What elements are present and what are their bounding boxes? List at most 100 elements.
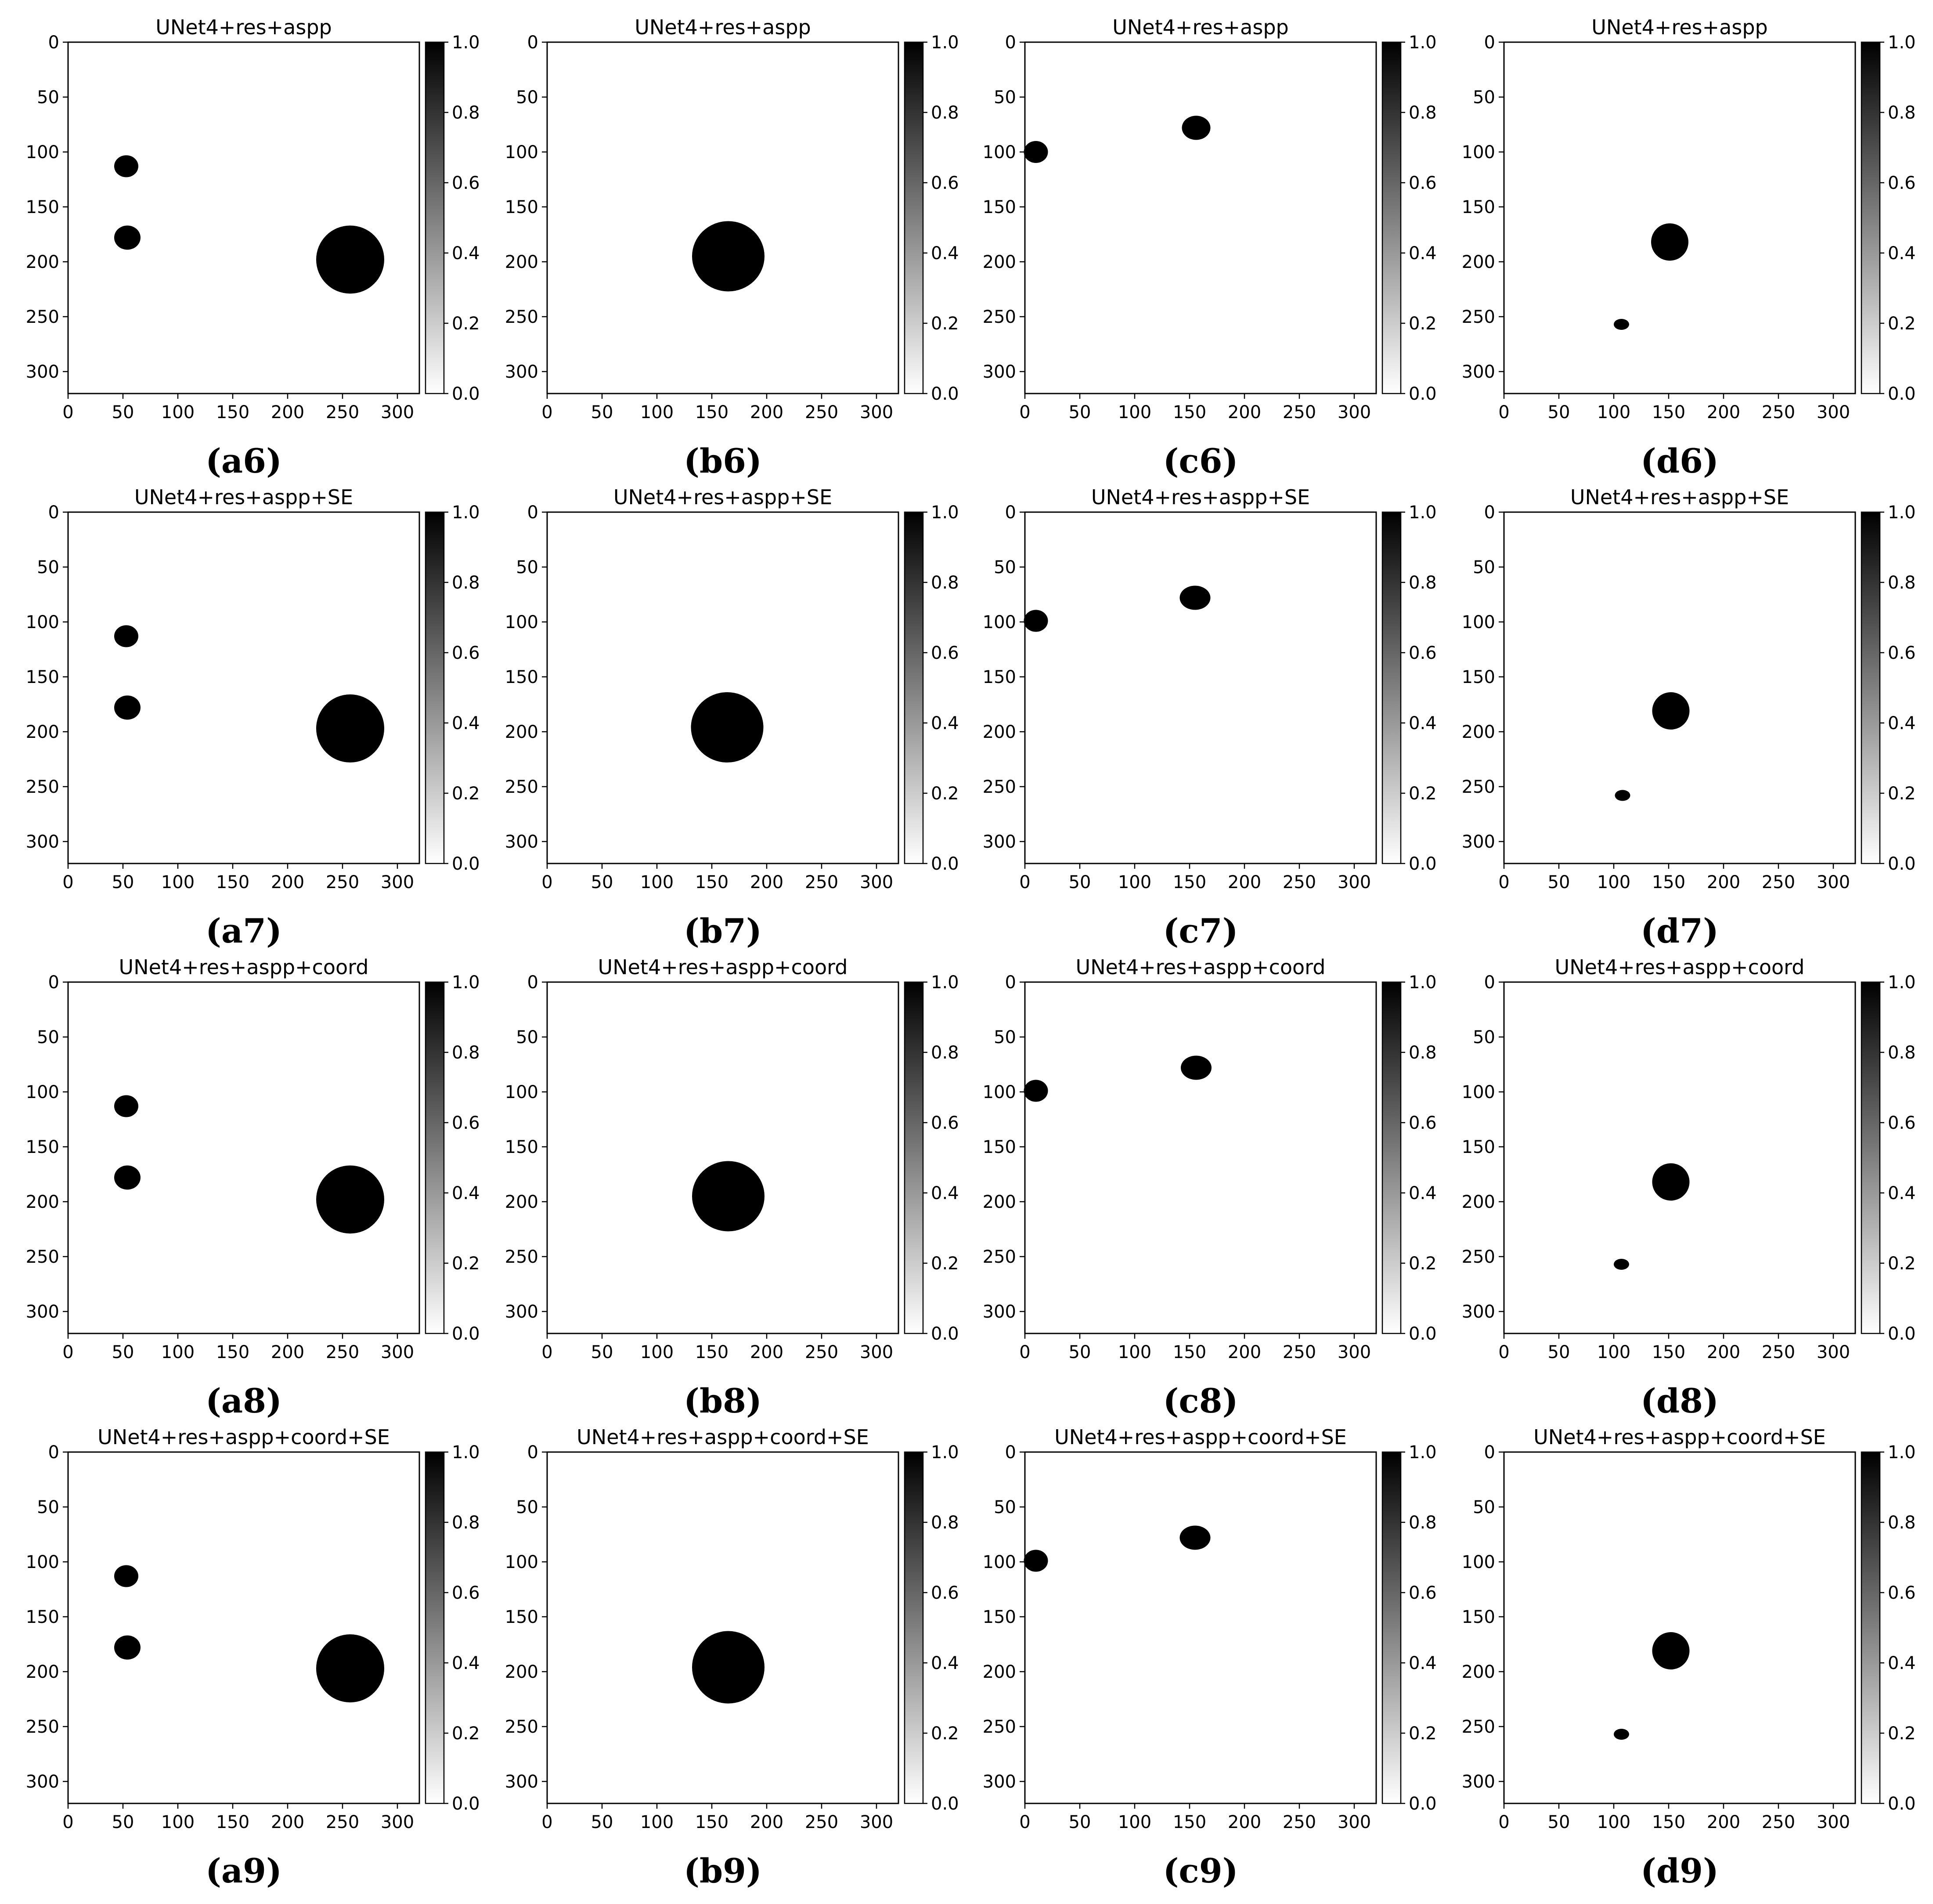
y-tick-label: 50: [516, 87, 538, 108]
y-tick-label: 300: [1462, 1302, 1495, 1322]
colorbar-tick-label: 0.6: [1888, 643, 1916, 663]
colorbar-tick-label: 0.2: [931, 314, 959, 334]
panel-a9: UNet4+res+aspp+coord+SE 0 50 100 150 200 250 30…: [26, 1425, 480, 1890]
colorbar-tick-label: 0.8: [1409, 1043, 1437, 1063]
mask-region: [691, 692, 764, 762]
y-tick-label: 250: [983, 777, 1016, 797]
colorbar-tick-label: 0.4: [931, 1653, 959, 1673]
colorbar-tick-label: 0.2: [1888, 1723, 1916, 1744]
subfigure-label: (a6): [206, 441, 282, 481]
plot-frame: [1024, 511, 1377, 864]
colorbar-tick-label: 0.4: [452, 1653, 480, 1673]
y-tick-label: 100: [1462, 1082, 1495, 1102]
y-tick-label: 150: [983, 1607, 1016, 1627]
subfigure-label: (c6): [1163, 441, 1238, 481]
x-tick-label: 0: [1019, 1812, 1030, 1832]
x-tick-label: 300: [1338, 1812, 1371, 1832]
x-tick-label: 300: [1338, 402, 1371, 423]
colorbar-tick-label: 0.0: [931, 1794, 959, 1814]
y-tick-label: 0: [1005, 972, 1016, 993]
colorbar-tick-label: 0.6: [452, 1113, 480, 1133]
x-tick-label: 250: [1762, 1812, 1795, 1832]
panel-title: UNet4+res+aspp+coord: [119, 955, 369, 979]
colorbar-tick-label: 0.2: [931, 784, 959, 804]
colorbar: [425, 981, 445, 1334]
plot-frame: [1024, 981, 1377, 1334]
y-tick-label: 300: [1462, 362, 1495, 382]
y-tick-label: 150: [1462, 1607, 1495, 1627]
colorbar-tick-label: 0.4: [1888, 1183, 1916, 1203]
panel-title: UNet4+res+aspp+SE: [613, 485, 832, 509]
y-tick-label: 50: [516, 1027, 538, 1048]
y-tick-label: 100: [26, 142, 59, 163]
subfigure-label: (d8): [1641, 1381, 1719, 1420]
colorbar-tick-label: 0.4: [931, 1183, 959, 1203]
y-tick-label: 200: [983, 1192, 1016, 1212]
mask-region: [692, 221, 765, 292]
colorbar-tick-label: 0.2: [1888, 784, 1916, 804]
plot-area: [1504, 982, 1855, 1333]
colorbar-tick-label: 0.8: [1888, 573, 1916, 593]
colorbar-tick-label: 1.0: [1409, 33, 1437, 53]
colorbar-tick-label: 0.4: [1888, 243, 1916, 264]
subfigure-label: (b9): [684, 1851, 762, 1890]
y-tick-label: 300: [983, 832, 1016, 852]
colorbar-tick-label: 0.8: [1409, 1513, 1437, 1533]
colorbar-tick-label: 0.8: [452, 573, 480, 593]
subfigure-label: (c9): [1163, 1851, 1238, 1890]
x-tick-label: 200: [1228, 402, 1261, 423]
x-tick-label: 250: [326, 1812, 359, 1832]
subfigure-label: (c7): [1163, 911, 1238, 950]
mask-region: [1179, 585, 1211, 610]
colorbar-tick-label: 0.6: [1409, 173, 1437, 193]
x-tick-label: 300: [1817, 402, 1850, 423]
y-tick-label: 200: [505, 252, 538, 272]
x-tick-label: 0: [62, 872, 73, 892]
colorbar: [904, 41, 924, 394]
panel-title: UNet4+res+aspp: [1591, 15, 1768, 39]
panel-title: UNet4+res+aspp: [1112, 15, 1289, 39]
panel-title: UNet4+res+aspp+coord+SE: [97, 1425, 390, 1449]
x-tick-label: 200: [1707, 1342, 1740, 1362]
colorbar-tick-label: 0.4: [931, 243, 959, 264]
y-tick-label: 150: [26, 1607, 59, 1627]
colorbar-tick-label: 0.4: [1409, 713, 1437, 733]
colorbar-tick-label: 1.0: [452, 502, 480, 523]
colorbar-tick-label: 0.4: [1409, 1653, 1437, 1673]
colorbar-tick-label: 0.0: [1888, 854, 1916, 874]
y-tick-label: 200: [1462, 1192, 1495, 1212]
y-tick-label: 150: [26, 667, 59, 687]
subfigure-label: (a9): [206, 1851, 282, 1890]
y-tick-label: 300: [1462, 1772, 1495, 1792]
x-tick-label: 200: [1707, 1812, 1740, 1832]
subfigure-label: (a7): [206, 911, 282, 950]
y-tick-label: 50: [994, 1497, 1016, 1517]
colorbar-tick-label: 0.4: [452, 1183, 480, 1203]
x-tick-label: 200: [750, 402, 783, 423]
y-tick-label: 300: [26, 1302, 59, 1322]
y-tick-label: 50: [37, 557, 59, 578]
panel-b9: UNet4+res+aspp+coord+SE 0 50 100 150 200 250 30…: [505, 1425, 959, 1890]
y-tick-label: 0: [527, 502, 538, 523]
x-tick-label: 200: [271, 1812, 304, 1832]
subfigure-label: (a8): [206, 1381, 282, 1420]
mask-region: [1614, 319, 1629, 330]
panel-a7: UNet4+res+aspp+SE0 50 100 150 200 250 30005010…: [26, 485, 480, 950]
y-tick-label: 100: [983, 612, 1016, 632]
mask-region: [1652, 692, 1690, 730]
y-tick-label: 200: [983, 722, 1016, 742]
y-tick-label: 0: [1005, 502, 1016, 523]
y-tick-label: 100: [983, 142, 1016, 163]
subfigure-label: (b8): [684, 1381, 762, 1420]
x-tick-label: 300: [381, 1812, 414, 1832]
mask-region: [692, 1161, 765, 1232]
mask-region: [1024, 141, 1048, 163]
mask-region: [114, 625, 138, 647]
x-tick-label: 150: [695, 1812, 728, 1832]
x-tick-label: 0: [1498, 1812, 1509, 1832]
subfigure-label: (d9): [1641, 1851, 1719, 1890]
x-tick-label: 100: [640, 1342, 674, 1362]
